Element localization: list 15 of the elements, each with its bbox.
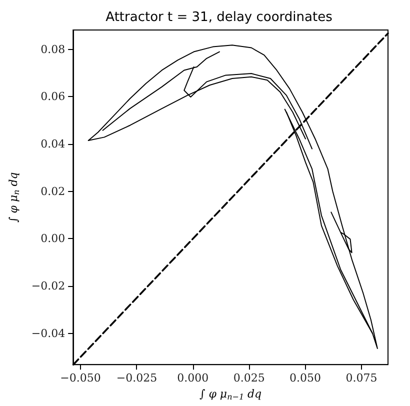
y-tick-label: 0.04 (40, 138, 66, 151)
x-tick-label: −0.025 (116, 372, 158, 385)
x-tick-label: 0.025 (233, 372, 265, 385)
y-axis-title: ∫ φ μn dq (7, 172, 21, 222)
x-tick-label: 0.000 (177, 372, 209, 385)
x-tick-label: 0.075 (346, 372, 378, 385)
chart-title: Attractor t = 31, delay coordinates (106, 10, 333, 25)
x-tick-label: 0.050 (290, 372, 322, 385)
y-tick-label: 0.06 (40, 90, 66, 104)
y-tick-label: 0.00 (40, 232, 66, 246)
y-tick-label: −0.04 (31, 326, 66, 340)
y-tick-label: −0.02 (31, 280, 66, 293)
x-tick-label: −0.050 (60, 372, 101, 385)
y-tick-label: 0.02 (40, 184, 66, 198)
y-tick-label: 0.08 (40, 42, 66, 56)
